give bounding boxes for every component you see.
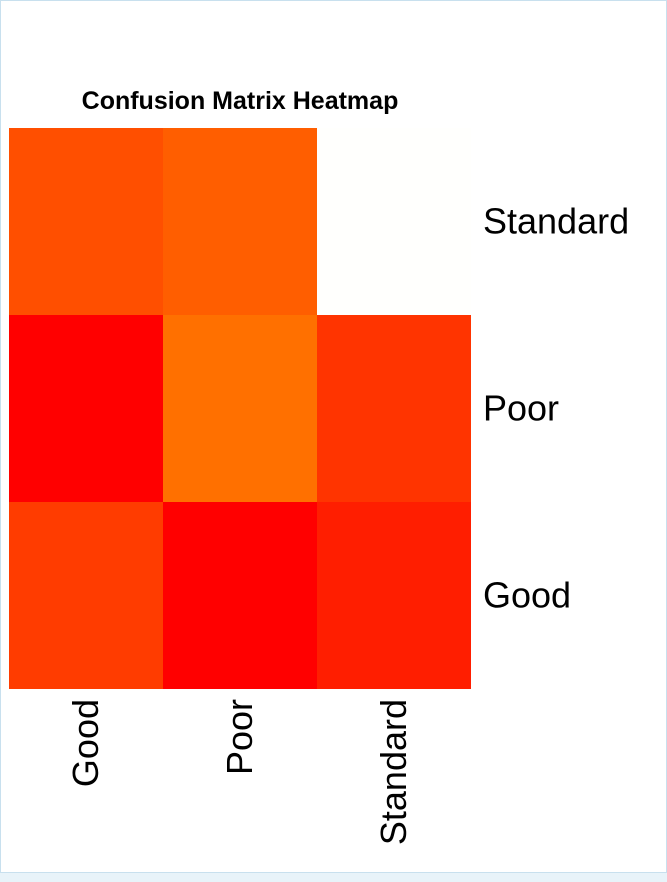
bottom-scroll-strip xyxy=(0,872,667,882)
x-tick-label-poor: Poor xyxy=(219,699,260,775)
y-axis-tick-labels: Good Poor Standard xyxy=(483,201,629,616)
heatmap-cell-good-poor xyxy=(163,502,317,689)
x-axis-tick-labels: Good Poor Standard xyxy=(65,699,414,845)
heatmap-cell-poor-poor xyxy=(163,315,317,502)
heatmap-cell-standard-standard xyxy=(317,128,471,315)
heatmap-cell-standard-good xyxy=(9,128,163,315)
heatmap-cells xyxy=(9,128,471,689)
y-tick-label-standard: Standard xyxy=(483,201,629,242)
x-tick-label-standard: Standard xyxy=(373,699,414,845)
heatmap-cell-standard-poor xyxy=(163,128,317,315)
heatmap-cell-poor-good xyxy=(9,315,163,502)
x-tick-label-good: Good xyxy=(65,699,106,787)
y-tick-label-good: Good xyxy=(483,575,571,616)
heatmap-cell-poor-standard xyxy=(317,315,471,502)
heatmap-cell-good-standard xyxy=(317,502,471,689)
y-tick-label-poor: Poor xyxy=(483,388,559,429)
chart-title: Confusion Matrix Heatmap xyxy=(82,87,399,115)
heatmap-cell-good-good xyxy=(9,502,163,689)
